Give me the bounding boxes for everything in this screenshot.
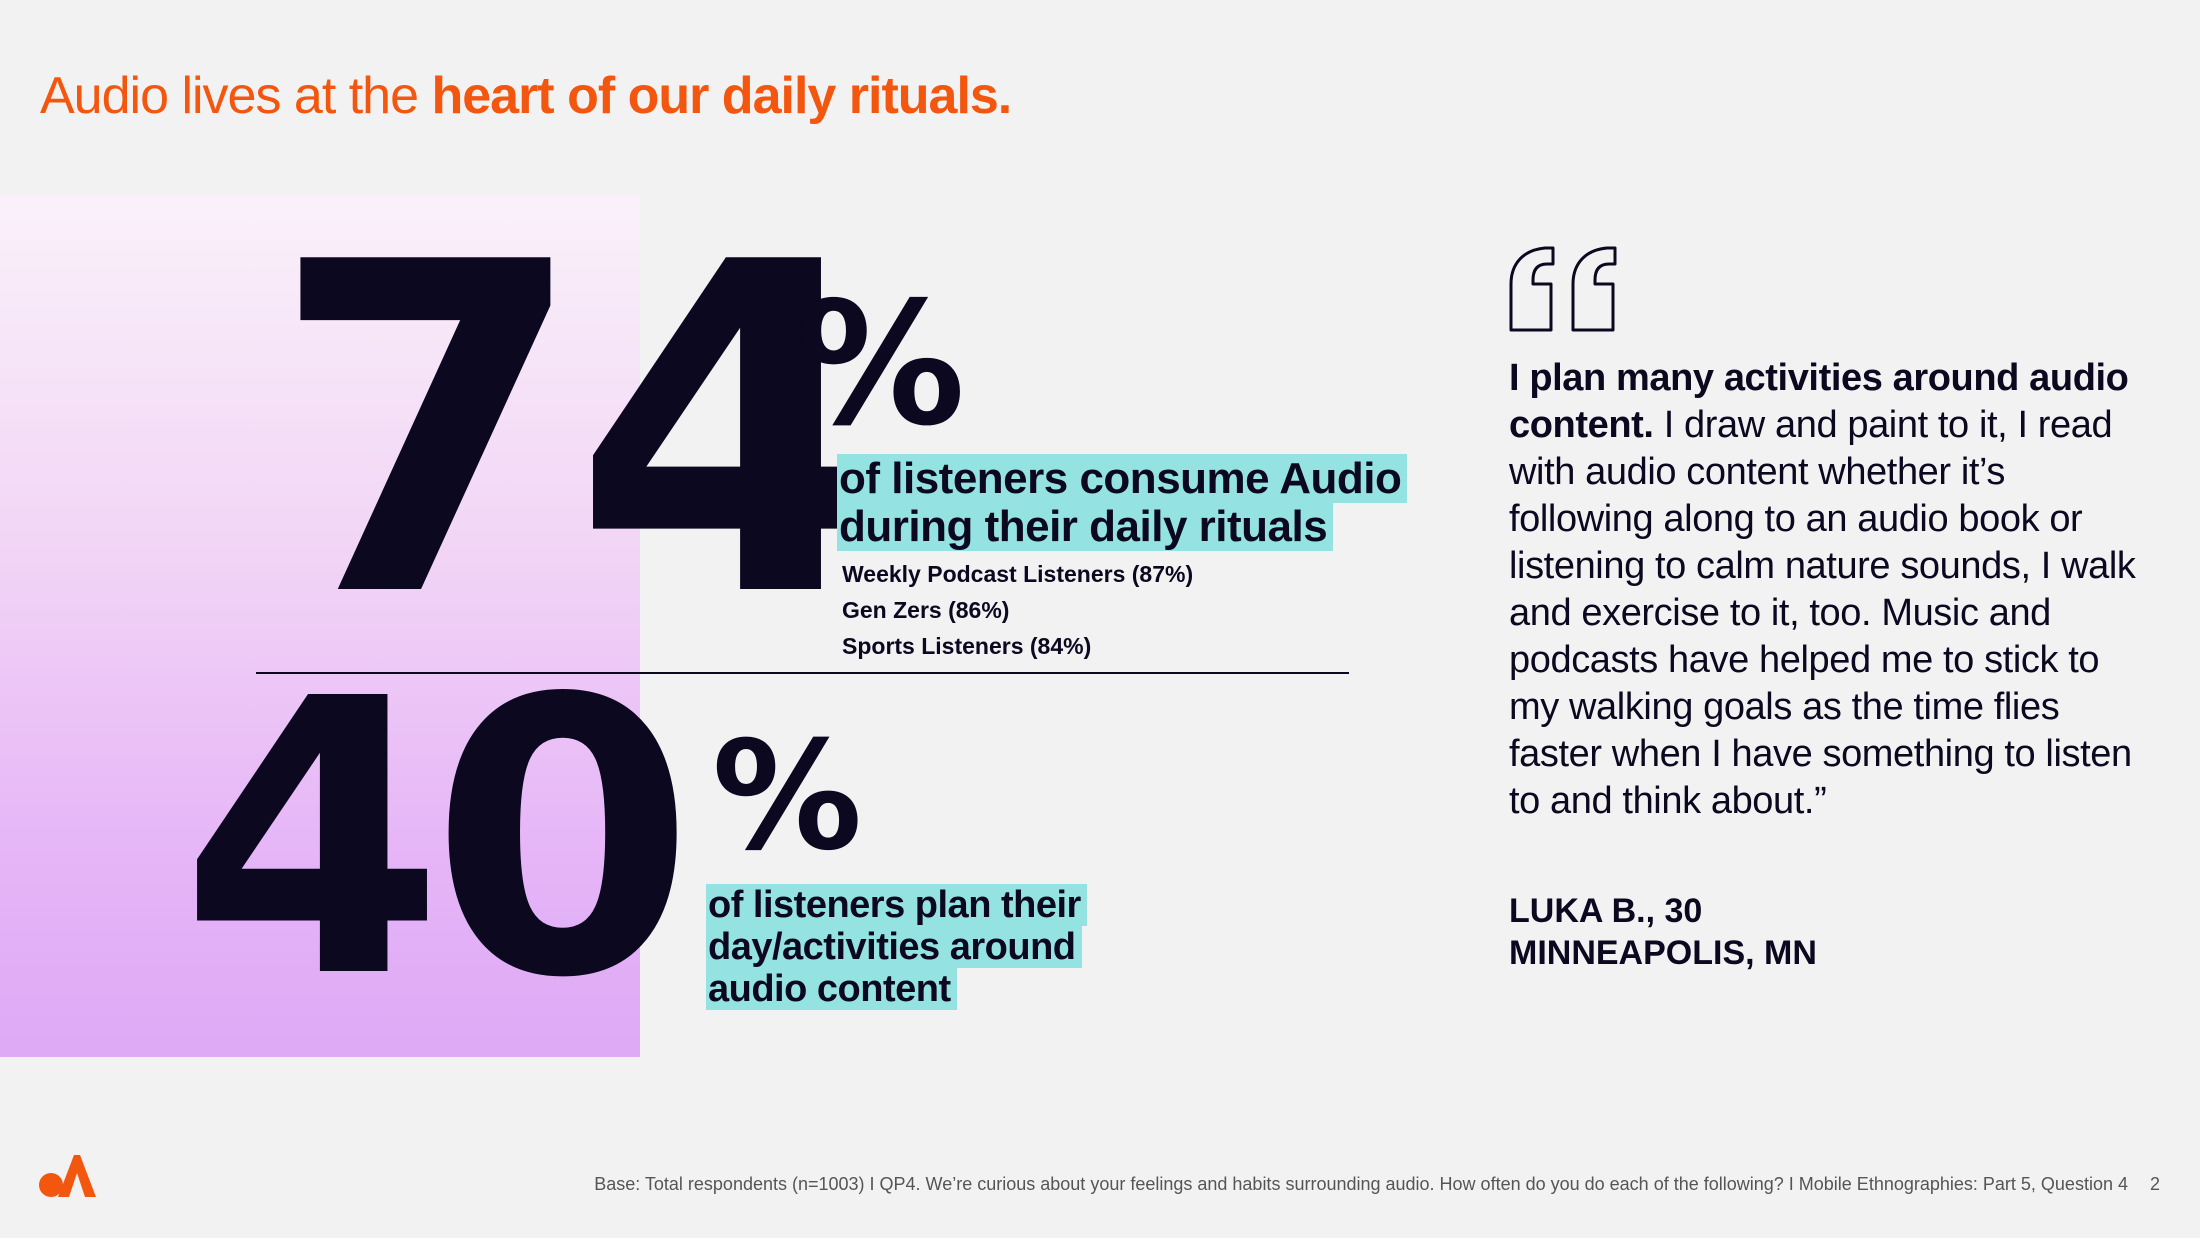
testimonial-quote: I plan many activities around audio cont… bbox=[1509, 355, 2149, 825]
stat-40-headline-line1: of listeners plan their bbox=[706, 884, 1087, 926]
title-normal: Audio lives at the bbox=[40, 67, 432, 125]
stat-divider bbox=[256, 672, 1349, 674]
breakdown-item: Weekly Podcast Listeners (87%) bbox=[842, 561, 1194, 587]
footer: Base: Total respondents (n=1003) I QP4. … bbox=[594, 1174, 2160, 1195]
breakdown-item: Sports Listeners (84%) bbox=[842, 633, 1092, 659]
stat-40-headline: of listeners plan their day/activities a… bbox=[706, 884, 1126, 1010]
stat-74-percent-sign: % bbox=[795, 266, 966, 464]
quote-attribution: LUKA B., 30 MINNEAPOLIS, MN bbox=[1509, 890, 1817, 974]
stat-40-headline-line3: audio content bbox=[706, 967, 957, 1010]
stat-40-number: 40 bbox=[180, 618, 695, 1061]
page-title: Audio lives at the heart of our daily ri… bbox=[40, 66, 1012, 126]
attribution-name: LUKA B., 30 bbox=[1509, 892, 1703, 930]
stat-40-percent-sign: % bbox=[712, 710, 863, 884]
breakdown-item: Gen Zers (86%) bbox=[842, 597, 1010, 623]
stat-74-headline-line1: of listeners consume Audio bbox=[837, 454, 1408, 503]
stat-74-breakdown: Weekly Podcast Listeners (87%) Gen Zers … bbox=[842, 556, 1193, 664]
quote-body: I draw and paint to it, I read with audi… bbox=[1509, 404, 2136, 822]
page-number: 2 bbox=[2149, 1174, 2160, 1194]
stat-74-headline: of listeners consume Audio during their … bbox=[837, 454, 1437, 552]
gradient-panel bbox=[0, 195, 640, 1057]
open-quote-icon bbox=[1505, 244, 1623, 337]
stat-74-headline-line2: during their daily rituals bbox=[837, 502, 1334, 552]
stat-40-headline-line2: day/activities around bbox=[706, 925, 1082, 968]
title-bold: heart of our daily rituals. bbox=[431, 67, 1012, 125]
footer-base-note: Base: Total respondents (n=1003) I QP4. … bbox=[594, 1174, 2128, 1194]
quote-lead: I plan many activities around audio cont… bbox=[1509, 357, 2129, 446]
attribution-location: MINNEAPOLIS, MN bbox=[1509, 934, 1817, 972]
audacy-logo-icon bbox=[38, 1153, 96, 1204]
stat-74-number: 74 bbox=[270, 168, 889, 697]
